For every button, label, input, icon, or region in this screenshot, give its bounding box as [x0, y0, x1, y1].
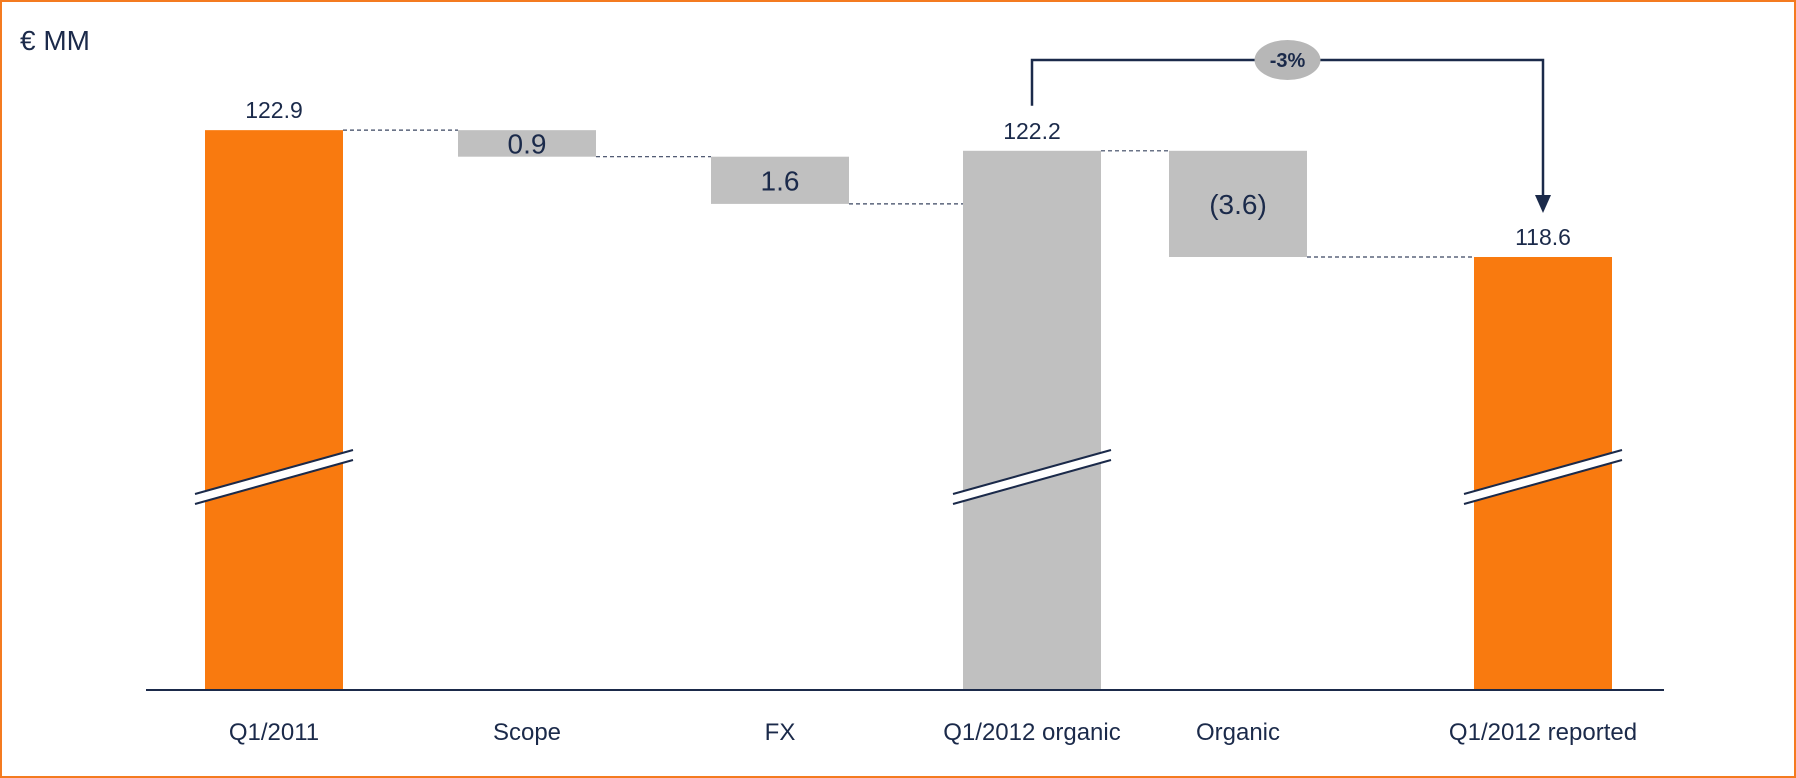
bars — [205, 130, 1612, 691]
category-labels: Q1/2011 Scope FX Q1/2012 organic Organic Q1/2… — [229, 719, 1637, 746]
unit-label: € MM — [20, 25, 90, 56]
axis-break-gap-q1-2011 — [195, 450, 353, 504]
axis-break-line-q1-2012-reported — [1463, 459, 1623, 505]
axis-break-line-q1-2012-organic — [952, 459, 1112, 505]
axis-break-line-q1-2011 — [194, 459, 354, 505]
bar-organic — [1169, 150, 1307, 257]
category-label-q1-2012-organic: Q1/2012 organic — [943, 719, 1120, 746]
axis-break-gap-q1-2012-reported — [1464, 450, 1622, 504]
value-label-q1-2012-organic: 122.2 — [1003, 118, 1061, 144]
category-label-fx: FX — [765, 719, 796, 746]
bar-q1-2012-organic — [963, 150, 1101, 691]
value-label-fx: 1.6 — [761, 165, 800, 196]
value-label-q1-2012-reported: 118.6 — [1515, 224, 1571, 250]
connector-lines — [343, 129, 1474, 258]
category-label-scope: Scope — [493, 719, 561, 746]
axis-break-line-q1-2011 — [194, 449, 354, 495]
value-label-organic: (3.6) — [1209, 189, 1267, 220]
axis-break-gap-q1-2012-organic — [953, 450, 1111, 504]
bar-scope — [458, 130, 596, 157]
value-labels: 122.9 0.9 1.6 122.2 (3.6) 118.6 — [245, 97, 1571, 250]
axis-break-line-q1-2012-reported — [1463, 449, 1623, 495]
category-label-q1-2011: Q1/2011 — [229, 719, 319, 746]
bar-q1-2011 — [205, 130, 343, 690]
category-label-organic: Organic — [1196, 719, 1280, 746]
value-label-scope: 0.9 — [508, 128, 547, 159]
annotation-label: -3% — [1270, 50, 1306, 72]
axis-breaks — [194, 449, 1623, 505]
annotation-arrow-head — [1535, 195, 1551, 213]
value-label-q1-2011: 122.9 — [245, 97, 303, 123]
annotation-pill — [1254, 40, 1321, 80]
change-annotation: -3% — [1030, 40, 1551, 213]
axis-break-line-q1-2012-organic — [952, 449, 1112, 495]
category-label-q1-2012-reported: Q1/2012 reported — [1449, 719, 1637, 746]
bar-fx — [711, 156, 849, 204]
